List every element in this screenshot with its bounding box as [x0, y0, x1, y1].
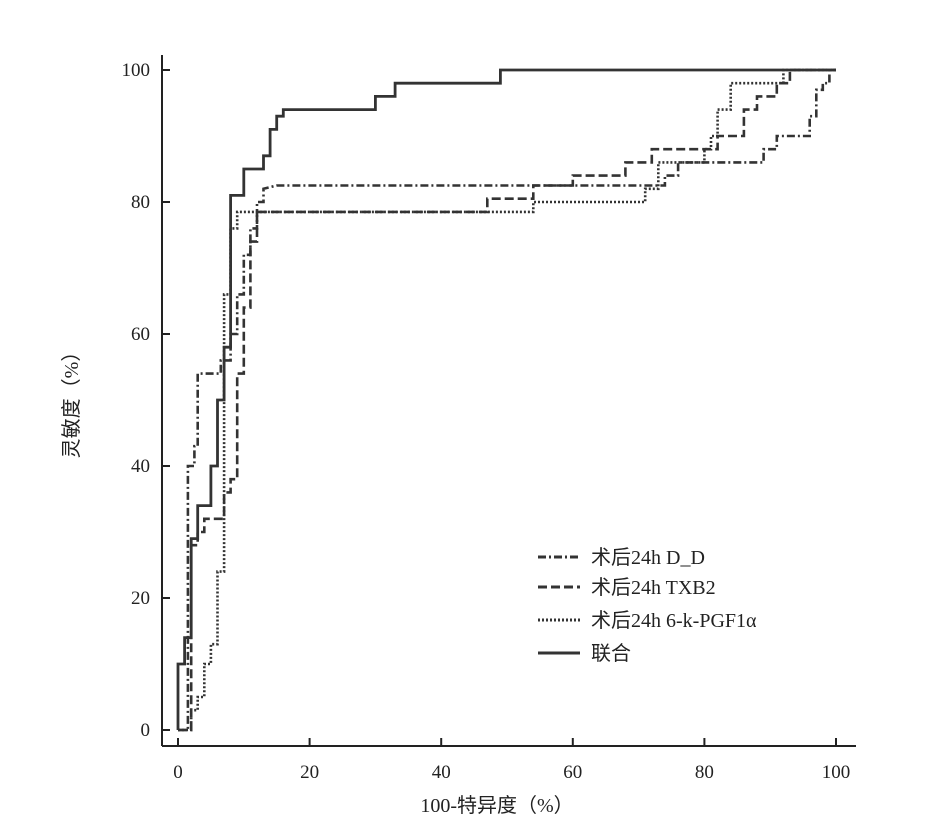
y-tick-label: 100	[122, 60, 151, 81]
legend: 术后24h D_D 术后24h TXB2 术后24h 6-k-PGF1α 联合	[538, 546, 757, 665]
x-tick-label: 40	[432, 762, 451, 783]
y-ticks: 0 20 40 60 80 100	[122, 60, 170, 741]
series-layer	[176, 68, 836, 732]
y-axis-title: 灵敏度（%）	[60, 342, 83, 459]
y-tick-label: 80	[131, 192, 150, 213]
legend-label-dd: 术后24h D_D	[591, 546, 705, 569]
legend-label-combined: 联合	[591, 642, 631, 665]
series-line-2	[178, 68, 836, 732]
x-ticks: 0 20 40 60 80 100	[173, 738, 850, 783]
x-tick-label: 80	[695, 762, 714, 783]
series-line-3	[176, 68, 836, 730]
axes	[161, 55, 856, 747]
legend-label-pgf: 术后24h 6-k-PGF1α	[591, 609, 757, 632]
y-tick-label: 60	[131, 324, 150, 345]
x-tick-label: 60	[563, 762, 582, 783]
x-tick-label: 0	[173, 762, 183, 783]
y-tick-label: 40	[131, 456, 150, 477]
x-axis-title: 100-特异度（%）	[420, 794, 573, 817]
x-tick-label: 20	[300, 762, 319, 783]
legend-label-txb2: 术后24h TXB2	[591, 576, 716, 599]
series-line-1	[178, 68, 836, 732]
y-tick-label: 20	[131, 588, 150, 609]
y-tick-label: 0	[141, 720, 151, 741]
series-line-0	[178, 68, 836, 732]
x-tick-label: 100	[822, 762, 851, 783]
